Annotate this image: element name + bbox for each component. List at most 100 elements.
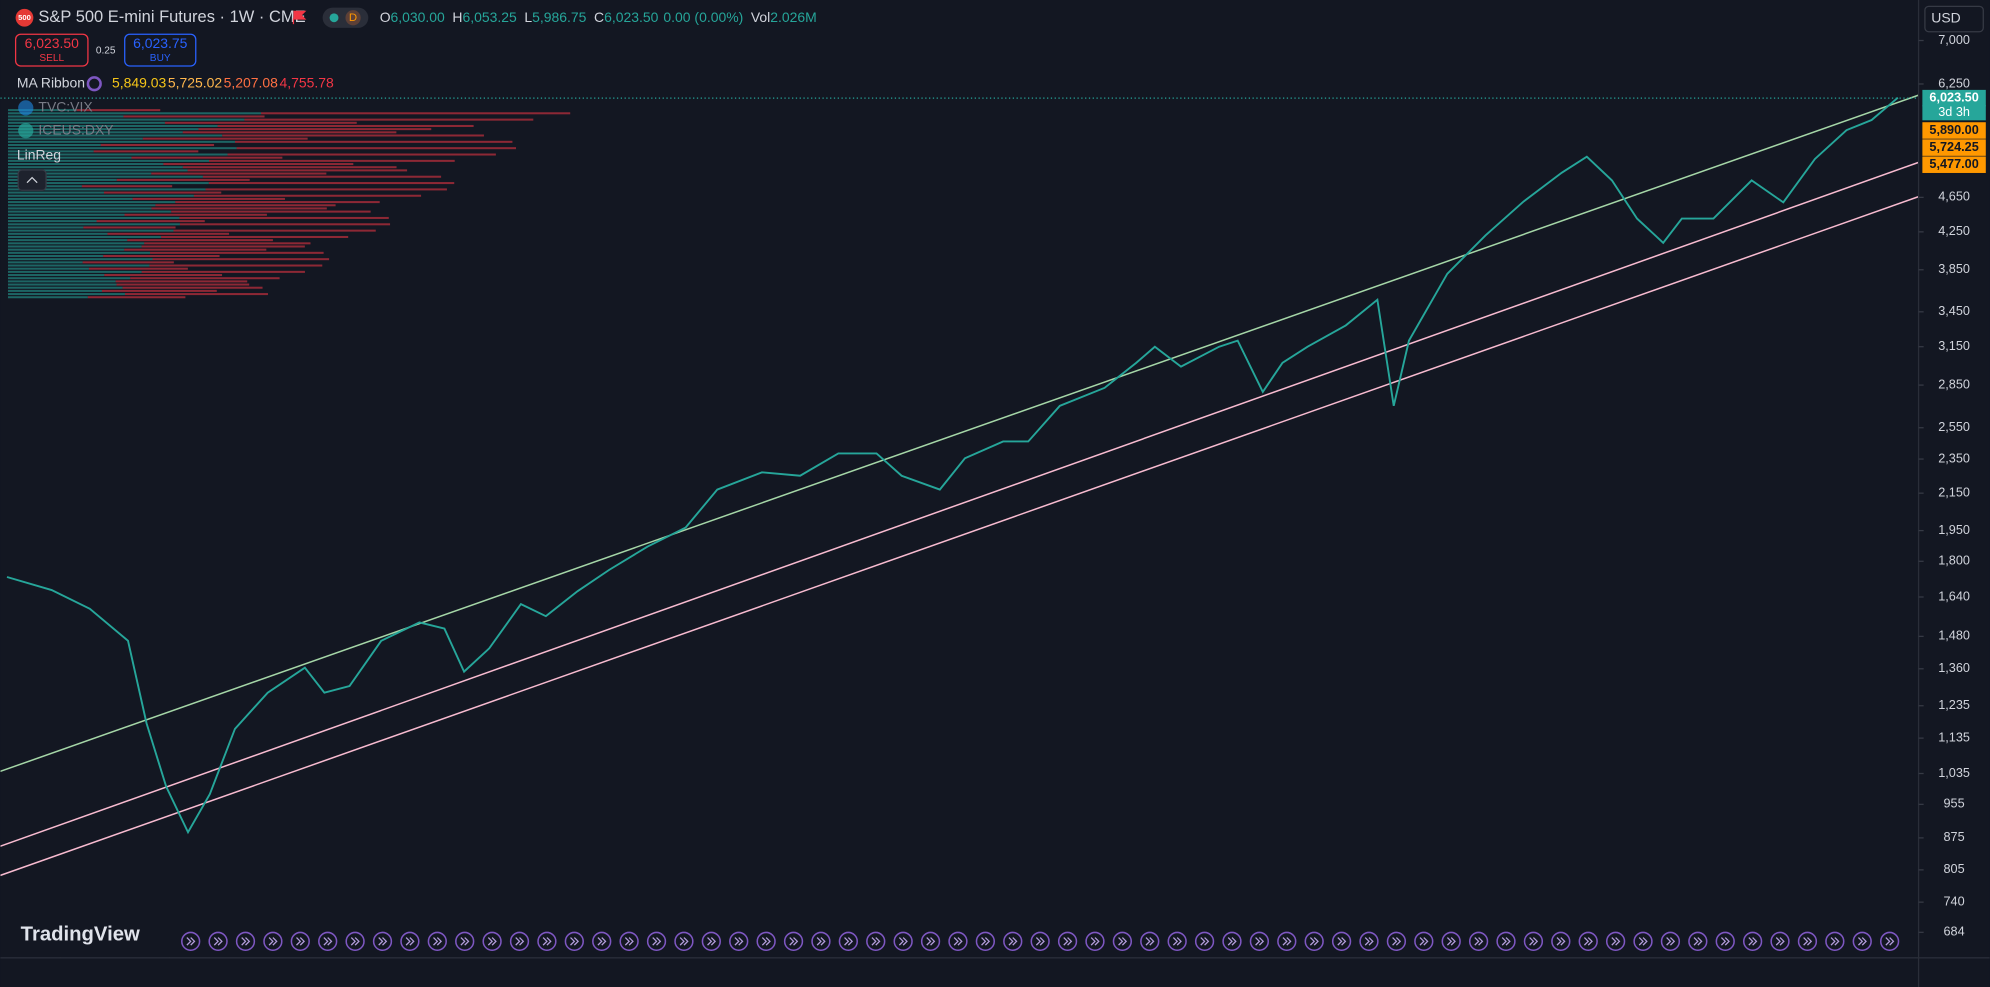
volume-profile-bar [8,194,194,197]
replay-arrow [542,937,552,946]
volume-profile-bar [8,258,153,261]
collapse-icon [26,176,38,184]
volume-profile-bar [142,137,308,140]
ma-ribbon-name[interactable]: MA Ribbon [17,74,85,90]
replay-marker [400,931,420,951]
volume-profile-bar [100,143,215,147]
replay-marker [920,931,941,951]
volume-profile-bar [8,178,117,181]
ma-value: 5,207.08 [224,74,279,90]
replay-marker [948,931,968,951]
vix-label[interactable]: TVC:VIX [38,99,92,115]
replay-arrow [213,937,223,946]
volume-profile-bar [107,232,230,235]
flag-icon[interactable] [292,10,307,25]
y-tick-label: 1,135 [1938,730,1970,744]
volume-profile-bar [8,201,176,204]
logo[interactable]: TradingView [21,923,140,945]
replay-arrow [350,937,360,946]
replay-arrow [1446,937,1456,946]
volume-profile-bar [8,264,150,267]
buy-label[interactable]: BUY [150,53,171,64]
replay-marker [345,931,365,951]
replay-marker [701,931,721,951]
badge-circle [345,10,361,26]
volume-profile-bar [8,175,203,178]
currency-button[interactable] [1924,5,1984,33]
replay-marker [1742,931,1763,951]
replay-marker [1277,931,1297,951]
price-label-box [1922,156,1986,173]
symbol-title[interactable]: S&P 500 E-mini Futures · 1W · CME [38,8,305,26]
replay-marker [893,931,913,951]
replay-arrow [1364,937,1374,946]
replay-arrow [761,937,771,946]
volume-profile-bar [124,248,267,251]
volume-profile-bar [155,204,336,207]
price-label: 5,477.00 [1929,157,1978,171]
replay-arrow [1638,937,1648,946]
replay-arrow [1720,937,1730,946]
replay-marker [509,931,530,951]
replay-marker [235,931,256,951]
replay-marker [674,931,694,951]
replay-marker [866,931,886,951]
price-label-box [1922,89,1986,107]
replay-marker [1496,931,1516,951]
y-tick-label: 1,360 [1938,661,1970,675]
y-tick-label: 1,480 [1938,629,1970,643]
replay-marker [1605,931,1626,951]
ohlc-key: O [380,8,391,24]
replay-arrow [816,937,826,946]
dxy-label[interactable]: ICEUS:DXY [38,121,113,137]
replay-arrow [186,937,196,946]
y-tick-label: 1,035 [1938,766,1970,780]
replay-arrow [1611,937,1621,946]
volume-profile-bar [124,213,267,216]
replay-arrow [1556,937,1566,946]
replay-marker [1057,931,1078,951]
volume-profile-bar [8,277,131,280]
collapse-button[interactable] [17,169,47,191]
volume-profile-bar [149,264,323,267]
replay-arrow [1255,937,1265,946]
volume-profile-bar [8,159,210,162]
vix-icon [18,100,34,116]
sell-button[interactable] [14,33,89,67]
replay-marker [427,931,447,951]
linreg-label[interactable]: LinReg [17,147,61,163]
buy-price[interactable]: 6,023.75 [133,35,188,51]
volume-profile-bar [8,143,101,147]
volume-profile-bar [150,251,324,254]
currency[interactable]: USD [1931,10,1960,26]
regression-upper [0,94,1919,773]
replay-marker [1414,931,1434,951]
replay-marker [756,931,776,951]
replay-arrow [1145,937,1155,946]
volume: 2.026M [770,8,817,24]
buy-button[interactable] [124,33,197,67]
sell-price[interactable]: 6,023.50 [25,35,80,51]
ohlc-key: C [594,8,604,24]
volume-profile-bar [8,289,102,292]
price-label-box [1922,139,1986,156]
volume-profile-bar [182,166,397,169]
regression-channel [0,94,1919,877]
volume-profile-bar [8,280,116,283]
volume-profile-bar [141,270,305,273]
replay-marker [263,931,283,951]
volume-profile-bar [8,270,142,273]
sell-label[interactable]: SELL [39,53,64,64]
replay-marker [1140,931,1160,951]
replay-marker [208,931,228,951]
replay-marker [1880,931,1900,951]
volume-profile-bar [8,118,245,121]
replay-arrow [1282,937,1292,946]
ma-ribbon-icon[interactable] [86,76,102,92]
replay-arrow [241,937,251,946]
replay-marker [838,931,858,951]
ohlc-value: 6,030.00 [391,8,446,24]
volume-profile-bar [8,112,261,115]
replay-arrow [871,937,881,946]
